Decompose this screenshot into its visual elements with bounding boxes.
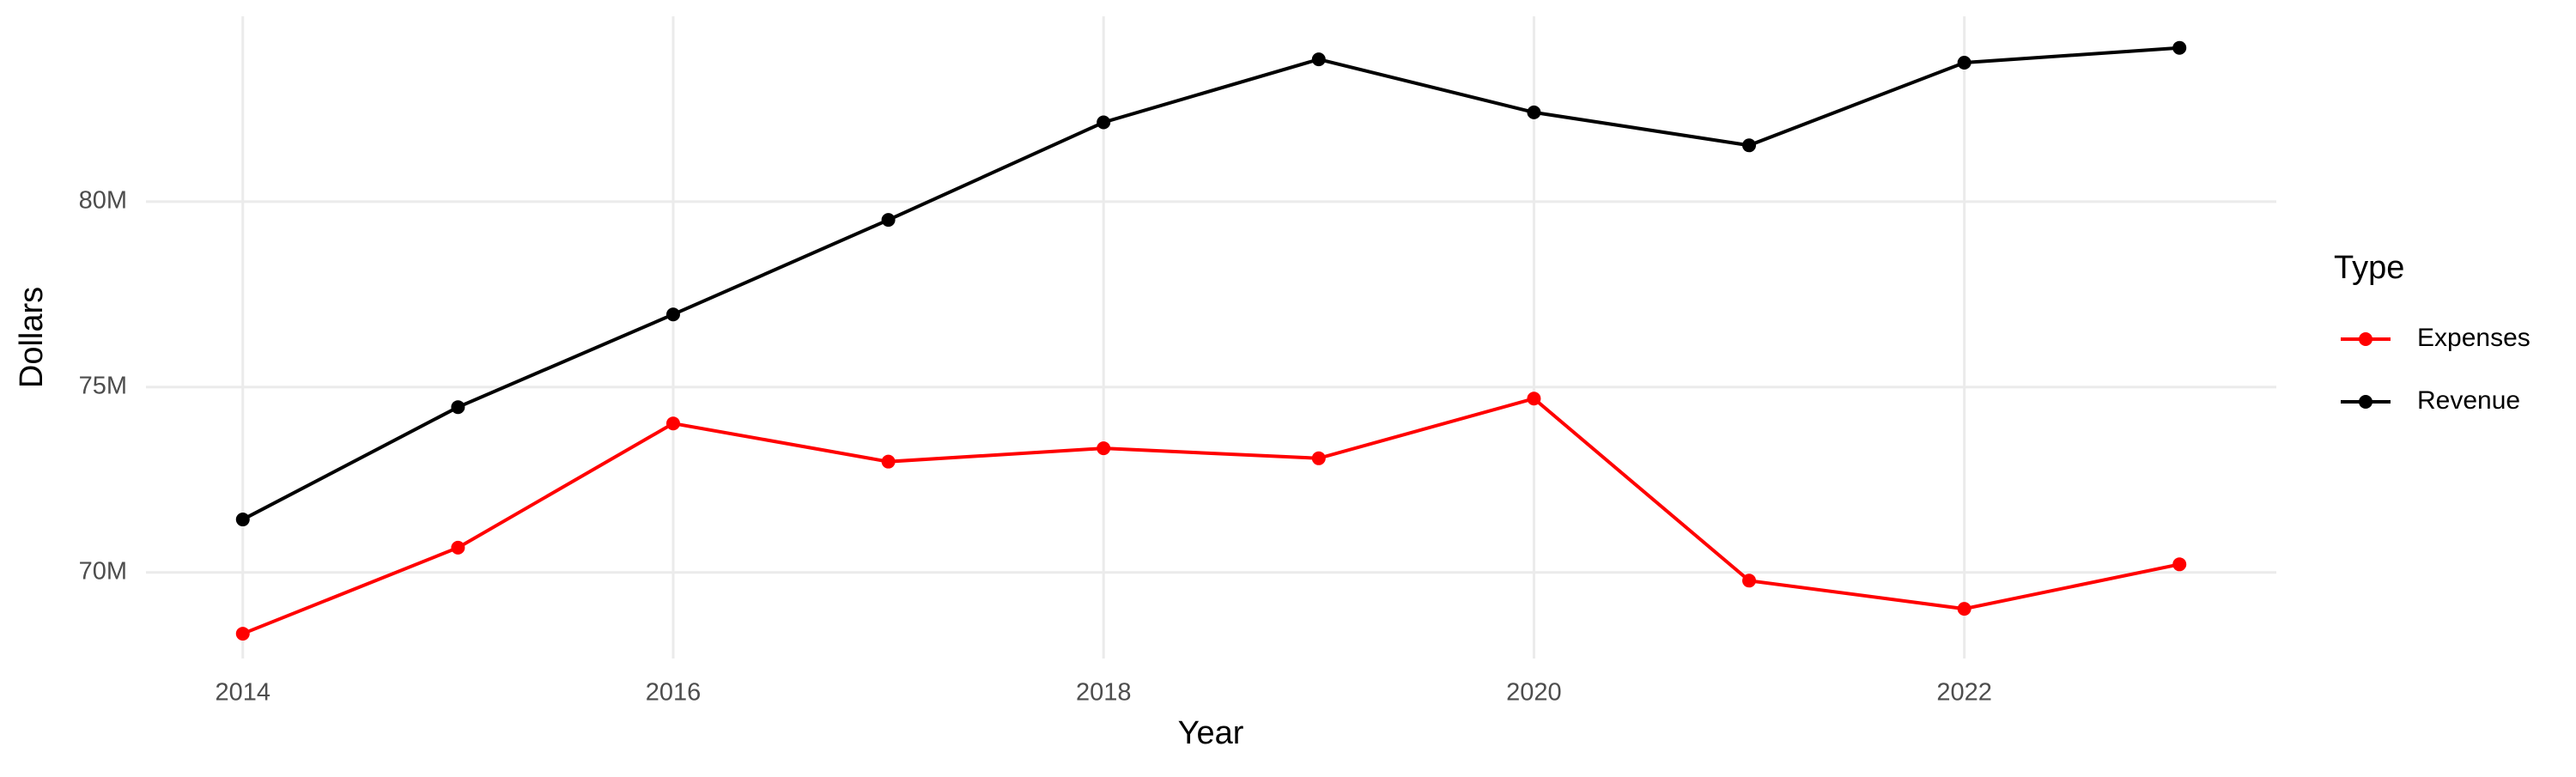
- data-point: [1097, 441, 1111, 456]
- data-point: [665, 416, 680, 431]
- x-tick-label: 2016: [646, 679, 702, 707]
- grid: [146, 16, 2276, 659]
- y-tick-label: 70M: [79, 557, 127, 585]
- legend-marker: [2359, 332, 2372, 346]
- data-point: [1527, 392, 1541, 406]
- series-line: [242, 397, 2180, 635]
- legend-title: Type: [2334, 250, 2404, 286]
- x-tick-label: 2022: [1936, 679, 1992, 707]
- y-axis-title: Dollars: [14, 287, 50, 388]
- data-point: [451, 540, 465, 555]
- data-point: [1311, 52, 1326, 67]
- data-point: [881, 213, 896, 228]
- data-point: [1311, 451, 1326, 465]
- x-tick-label: 2014: [216, 679, 271, 707]
- data-point: [235, 513, 250, 527]
- data-point: [1097, 115, 1111, 130]
- data-point: [665, 307, 680, 322]
- y-tick-label: 75M: [79, 373, 127, 400]
- data-point: [451, 400, 465, 415]
- data-point: [1742, 138, 1757, 153]
- y-tick-label: 80M: [79, 187, 127, 215]
- legend-label: Expenses: [2417, 324, 2530, 352]
- data-point: [881, 454, 896, 469]
- legend-label: Revenue: [2417, 386, 2520, 415]
- x-tick-label: 2018: [1076, 679, 1132, 707]
- series-line: [241, 46, 2180, 521]
- data-point: [1742, 574, 1757, 588]
- x-tick-label: 2020: [1506, 679, 1562, 707]
- data-point: [1527, 105, 1541, 119]
- data-point: [1957, 55, 1971, 70]
- data-point: [1957, 602, 1971, 616]
- data-point: [2172, 557, 2187, 572]
- legend-marker: [2359, 395, 2372, 409]
- data-point: [235, 627, 250, 641]
- data-point: [2172, 40, 2187, 55]
- x-axis-title: Year: [1178, 715, 1244, 751]
